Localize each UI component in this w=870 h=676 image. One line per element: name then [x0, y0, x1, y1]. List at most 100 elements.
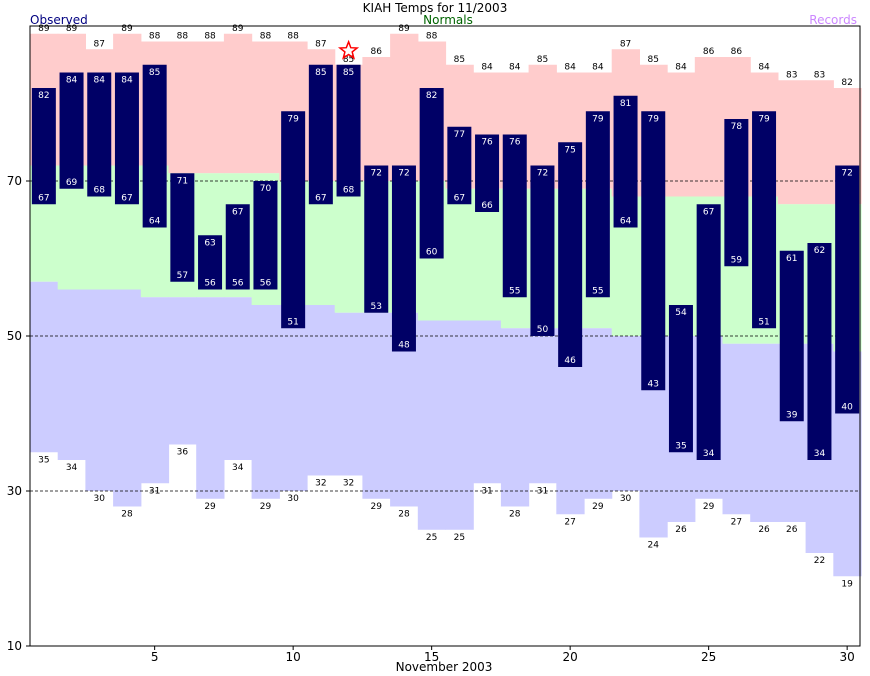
- observed-low-label: 67: [121, 193, 132, 203]
- record-low-band: [417, 320, 447, 530]
- observed-bars-layer: [31, 64, 860, 460]
- record-high-label: 83: [786, 70, 797, 80]
- normal-band: [445, 188, 474, 321]
- observed-bar: [724, 119, 749, 267]
- record-low-band: [584, 328, 613, 499]
- observed-high-label: 61: [786, 254, 797, 264]
- record-low-band: [334, 312, 363, 476]
- record-low-band: [500, 328, 530, 507]
- observed-bar: [419, 88, 444, 259]
- observed-low-label: 60: [426, 248, 438, 258]
- observed-low-label: 67: [38, 193, 49, 203]
- observed-high-label: 85: [149, 68, 160, 78]
- observed-high-label: 67: [703, 207, 714, 217]
- y-tick-label: 10: [7, 639, 22, 653]
- record-high-label: 89: [398, 24, 410, 34]
- observed-high-label: 72: [841, 169, 852, 179]
- record-high-band: [196, 41, 225, 174]
- observed-low-label: 43: [648, 379, 659, 389]
- chart-title: KIAH Temps for 11/2003: [363, 1, 508, 15]
- record-low-label: 32: [343, 479, 354, 489]
- record-high-label: 83: [814, 70, 825, 80]
- record-high-band: [223, 33, 253, 174]
- record-low-label: 32: [315, 479, 326, 489]
- record-low-label: 25: [426, 533, 437, 543]
- observed-high-label: 76: [481, 138, 493, 148]
- observed-low-label: 64: [620, 217, 632, 227]
- observed-bar: [696, 204, 721, 460]
- observed-high-label: 81: [620, 99, 631, 109]
- record-low-label: 30: [620, 494, 632, 504]
- x-tick-label: 15: [424, 650, 439, 664]
- record-high-label: 88: [287, 32, 299, 42]
- value-labels-layer: 82 67 89 35 84 69 89 34 84 68 87 30 84 67 89 28 85 64 88 31…: [38, 24, 853, 590]
- record-high-label: 89: [121, 24, 133, 34]
- record-low-label: 29: [371, 502, 383, 512]
- record-high-label: 86: [731, 47, 743, 57]
- record-high-label: 85: [454, 55, 465, 65]
- observed-low-label: 34: [703, 449, 715, 459]
- record-high-label: 88: [149, 32, 161, 42]
- observed-low-label: 35: [675, 441, 686, 451]
- observed-bar: [641, 111, 666, 391]
- observed-bar: [364, 165, 389, 313]
- observed-low-label: 67: [454, 193, 465, 203]
- record-high-label: 84: [758, 63, 770, 73]
- record-low-label: 27: [731, 517, 742, 527]
- observed-high-label: 67: [232, 207, 243, 217]
- record-high-label: 84: [481, 63, 493, 73]
- observed-low-label: 57: [177, 271, 188, 281]
- observed-high-label: 82: [38, 91, 49, 101]
- normal-band: [334, 181, 363, 313]
- legend-records: Records: [809, 13, 857, 27]
- observed-bar: [585, 111, 610, 298]
- record-low-label: 28: [121, 510, 133, 520]
- observed-low-label: 46: [564, 356, 576, 366]
- record-low-label: 30: [287, 494, 299, 504]
- observed-high-label: 72: [537, 169, 548, 179]
- record-low-band: [307, 305, 336, 476]
- record-high-label: 89: [66, 24, 78, 34]
- record-low-band: [113, 289, 142, 507]
- observed-high-label: 63: [204, 238, 215, 248]
- observed-bar: [447, 126, 472, 205]
- record-low-band: [168, 297, 197, 445]
- record-high-label: 86: [371, 47, 383, 57]
- observed-high-label: 78: [731, 122, 743, 132]
- record-low-band: [57, 289, 86, 460]
- observed-bar: [752, 111, 777, 329]
- record-low-label: 35: [38, 455, 49, 465]
- observed-low-label: 69: [66, 178, 78, 188]
- observed-low-label: 55: [509, 286, 520, 296]
- observed-low-label: 51: [287, 317, 298, 327]
- observed-bar: [114, 72, 139, 205]
- observed-high-label: 70: [260, 184, 272, 194]
- legend-normals: Normals: [423, 13, 473, 27]
- record-low-label: 31: [149, 486, 160, 496]
- record-low-band: [279, 305, 308, 491]
- record-high-label: 85: [648, 55, 659, 65]
- observed-bar: [502, 134, 527, 298]
- record-high-label: 87: [315, 39, 326, 49]
- observed-high-label: 79: [758, 114, 770, 124]
- observed-high-label: 72: [398, 169, 409, 179]
- observed-bar: [31, 88, 56, 205]
- record-low-label: 29: [260, 502, 272, 512]
- record-low-band: [750, 343, 779, 522]
- x-axis-label: November 2003: [396, 660, 493, 674]
- record-low-label: 26: [758, 525, 770, 535]
- observed-bar: [835, 165, 860, 414]
- observed-low-label: 34: [814, 449, 826, 459]
- observed-high-label: 76: [509, 138, 521, 148]
- observed-bar: [475, 134, 500, 212]
- observed-bar: [87, 72, 112, 197]
- record-high-band: [168, 41, 197, 174]
- observed-high-label: 79: [592, 114, 604, 124]
- observed-low-label: 48: [398, 341, 410, 351]
- x-tick-label: 10: [286, 650, 301, 664]
- record-high-band: [777, 80, 807, 205]
- record-low-label: 30: [94, 494, 106, 504]
- observed-low-label: 68: [94, 186, 106, 196]
- record-high-band: [694, 57, 724, 197]
